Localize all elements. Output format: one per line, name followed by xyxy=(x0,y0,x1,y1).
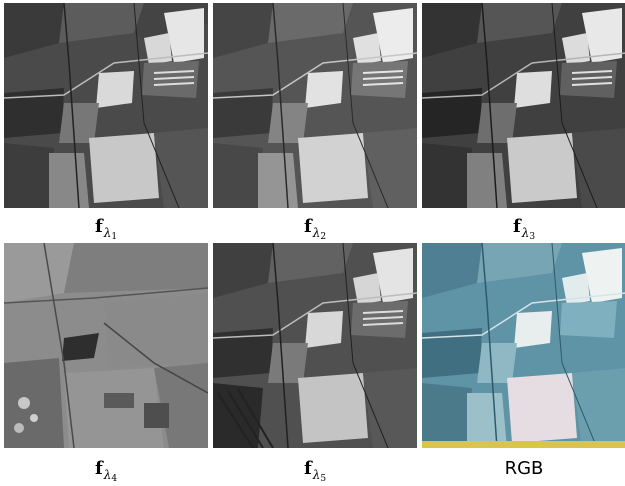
aerial-field-image xyxy=(422,3,625,208)
band-2-image xyxy=(213,3,417,208)
caption-band-4: fλ4 xyxy=(94,458,118,484)
rgb-composite-image xyxy=(422,243,625,448)
band-3-image xyxy=(422,3,625,208)
caption-rgb: RGB xyxy=(504,458,544,479)
caption-band-1: fλ1 xyxy=(94,216,118,242)
aerial-field-image xyxy=(213,3,417,208)
caption-band-5: fλ5 xyxy=(303,458,327,484)
aerial-field-image xyxy=(4,3,208,208)
band-4-image xyxy=(4,243,208,448)
band-5-image xyxy=(213,243,417,448)
aerial-field-image xyxy=(213,243,417,448)
caption-band-3: fλ3 xyxy=(512,216,536,242)
aerial-field-image xyxy=(4,243,208,448)
caption-band-2: fλ2 xyxy=(303,216,327,242)
aerial-field-image xyxy=(422,243,625,448)
band-1-image xyxy=(4,3,208,208)
